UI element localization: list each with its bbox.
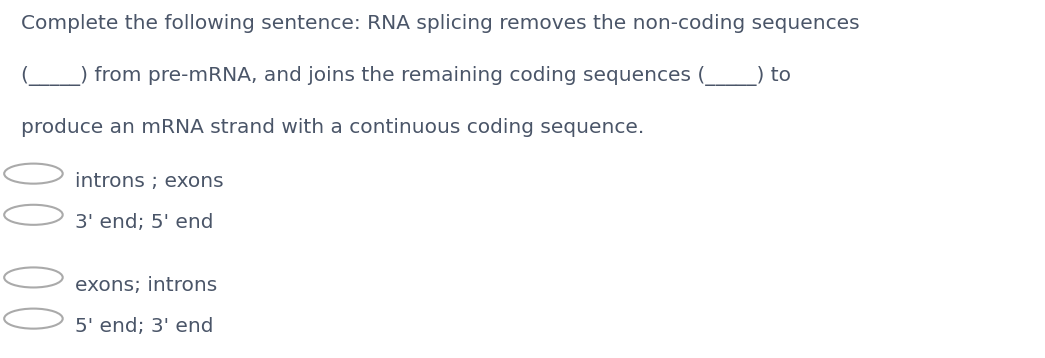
- Text: introns ; exons: introns ; exons: [75, 172, 224, 191]
- Text: exons; introns: exons; introns: [75, 276, 217, 295]
- Text: 5' end; 3' end: 5' end; 3' end: [75, 317, 214, 336]
- Text: produce an mRNA strand with a continuous coding sequence.: produce an mRNA strand with a continuous…: [21, 118, 644, 137]
- Text: (_____) from pre-mRNA, and joins the remaining coding sequences (_____) to: (_____) from pre-mRNA, and joins the rem…: [21, 66, 791, 86]
- Text: 3' end; 5' end: 3' end; 5' end: [75, 213, 214, 232]
- Text: Complete the following sentence: RNA splicing removes the non-coding sequences: Complete the following sentence: RNA spl…: [21, 14, 860, 33]
